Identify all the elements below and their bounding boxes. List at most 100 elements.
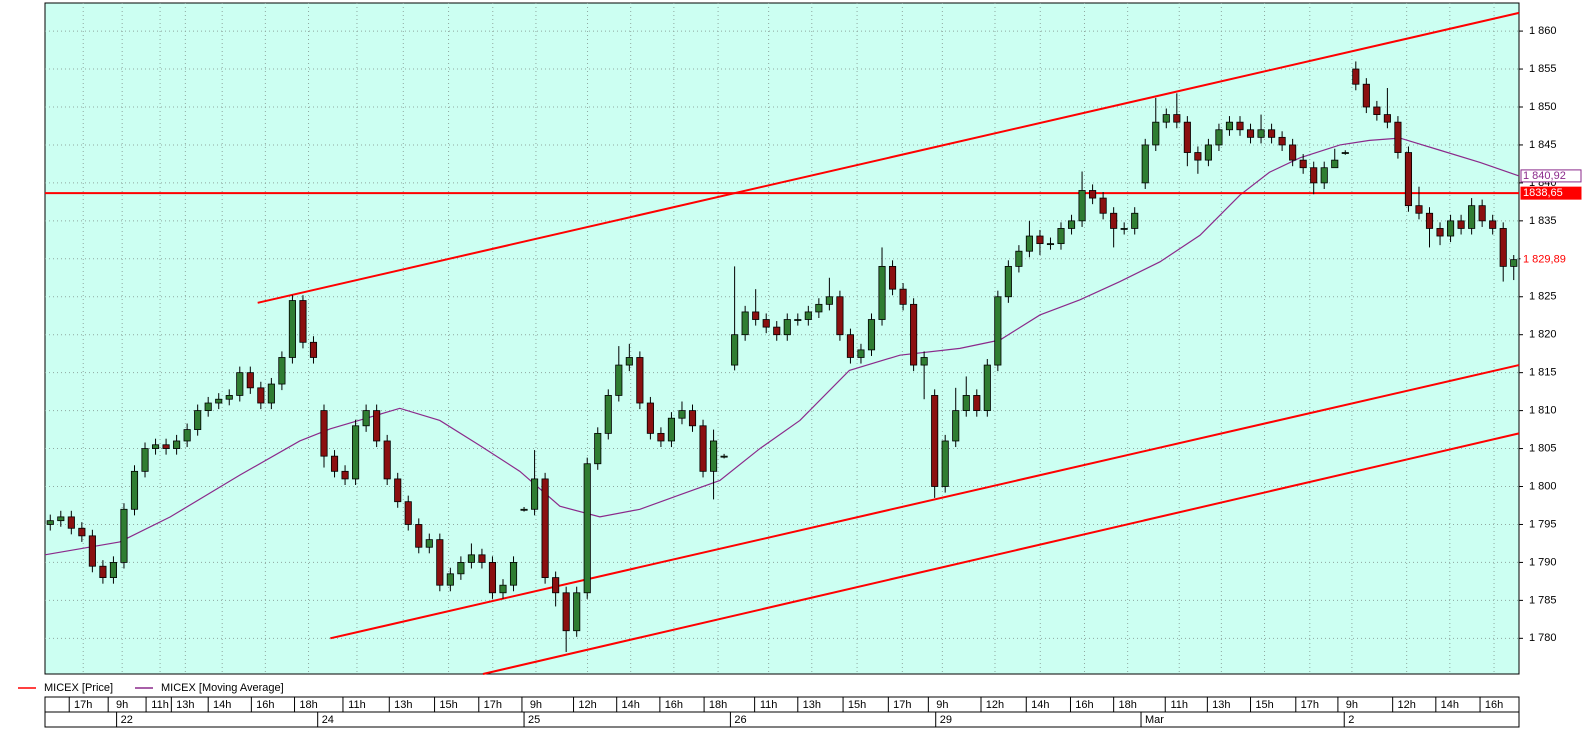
candle-body <box>1373 106 1381 115</box>
candle-body <box>404 501 412 525</box>
candle-body <box>604 395 612 434</box>
candle-body <box>236 372 244 396</box>
x-tick-label: 9h <box>1346 699 1358 711</box>
candle-body <box>1246 129 1255 138</box>
y-tick-label: 1 810 <box>1529 405 1557 417</box>
candle-body <box>1310 167 1318 184</box>
candle-body <box>773 326 781 336</box>
candle-body <box>1257 129 1265 138</box>
candle-body <box>1352 68 1360 85</box>
x-tick-label: 12h <box>1397 699 1415 711</box>
candle-body <box>520 508 528 511</box>
candle-body <box>415 524 423 548</box>
x-tick-label: 16h <box>1075 699 1093 711</box>
candle-body <box>720 455 728 458</box>
candle-body <box>109 562 117 579</box>
candle-body <box>1394 121 1402 153</box>
x-tick-label: 13h <box>394 699 412 711</box>
candle-body <box>552 577 560 594</box>
candle-body <box>941 440 949 487</box>
candle-body <box>1078 190 1086 222</box>
candle-body <box>446 573 454 586</box>
candle-body <box>710 440 718 472</box>
candle-body <box>531 478 539 510</box>
candle-body <box>1268 129 1276 138</box>
candle-body <box>1362 83 1370 108</box>
candle-body <box>1173 114 1181 123</box>
ma-last-label-box <box>1520 169 1582 183</box>
candle-body <box>1204 144 1212 161</box>
candle-body <box>836 296 844 336</box>
candle-body <box>478 554 486 563</box>
candle-body <box>1404 152 1413 207</box>
candle-body <box>1320 167 1328 184</box>
candle-body <box>973 395 981 412</box>
candle-body <box>341 470 349 480</box>
candle-body <box>436 539 444 586</box>
x-tick-label: 14h <box>1441 699 1459 711</box>
candle-body <box>678 410 686 419</box>
candle-body <box>1383 114 1391 123</box>
x-tick-label: 15h <box>848 699 866 711</box>
y-tick-label: 1 855 <box>1529 63 1557 75</box>
x-tick-label: 14h <box>213 699 231 711</box>
trend-line <box>330 364 1520 640</box>
y-tick-label: 1 845 <box>1529 139 1557 151</box>
candle-body <box>225 395 233 400</box>
candle-body <box>646 402 654 434</box>
candle-body <box>88 535 96 567</box>
candle-body <box>99 565 107 579</box>
candle-body <box>278 357 286 385</box>
candle-body <box>1278 136 1286 146</box>
candle-body <box>688 410 697 427</box>
day-tick-label: 2 <box>1348 714 1354 726</box>
candle-body <box>151 444 160 449</box>
x-tick-label: 17h <box>484 699 502 711</box>
x-tick-label: 13h <box>1212 699 1230 711</box>
candle-body <box>194 410 202 430</box>
candle-body <box>615 364 623 396</box>
candle-body <box>394 478 402 503</box>
candle-body <box>636 357 644 404</box>
candle-body <box>878 265 886 320</box>
candle-body <box>1036 235 1044 245</box>
candle-body <box>288 300 296 358</box>
candle-body <box>573 592 581 632</box>
candle-body <box>1510 259 1518 267</box>
day-tick-label: 25 <box>528 714 540 726</box>
candle-body <box>1183 121 1191 153</box>
y-tick-label: 1 790 <box>1529 556 1557 568</box>
candle-body <box>46 520 54 525</box>
candle-body <box>383 440 391 480</box>
candle-body <box>373 410 381 442</box>
candle-body <box>752 311 760 320</box>
candle-body <box>1004 265 1012 298</box>
hline-label: 1838,65 <box>1523 187 1563 199</box>
x-tick-label: 17h <box>893 699 911 711</box>
candle-body <box>541 478 549 579</box>
candle-body <box>67 516 75 529</box>
x-tick-label: 13h <box>803 699 821 711</box>
candle-body <box>783 319 791 336</box>
candle-body <box>888 265 897 290</box>
plot-area <box>44 2 1520 675</box>
price-last-label-box <box>1520 253 1582 267</box>
candle-body <box>667 417 676 442</box>
candle-body <box>246 372 254 389</box>
x-tick-label: 9h <box>116 699 128 711</box>
x-tick-label: 9h <box>530 699 542 711</box>
candle-body <box>899 288 907 305</box>
candle-body <box>1331 159 1339 169</box>
candle-body <box>204 402 212 412</box>
candle-body <box>499 584 507 594</box>
candle-body <box>657 432 665 442</box>
candle-body <box>1152 121 1160 146</box>
candle-body <box>1131 212 1139 229</box>
x-tick-label: 17h <box>74 699 92 711</box>
x-tick-label: 12h <box>578 699 596 711</box>
y-tick-label: 1 820 <box>1529 329 1557 341</box>
x-tick-label: 14h <box>1031 699 1049 711</box>
candle-body <box>173 440 181 449</box>
candle-body <box>1225 121 1234 131</box>
